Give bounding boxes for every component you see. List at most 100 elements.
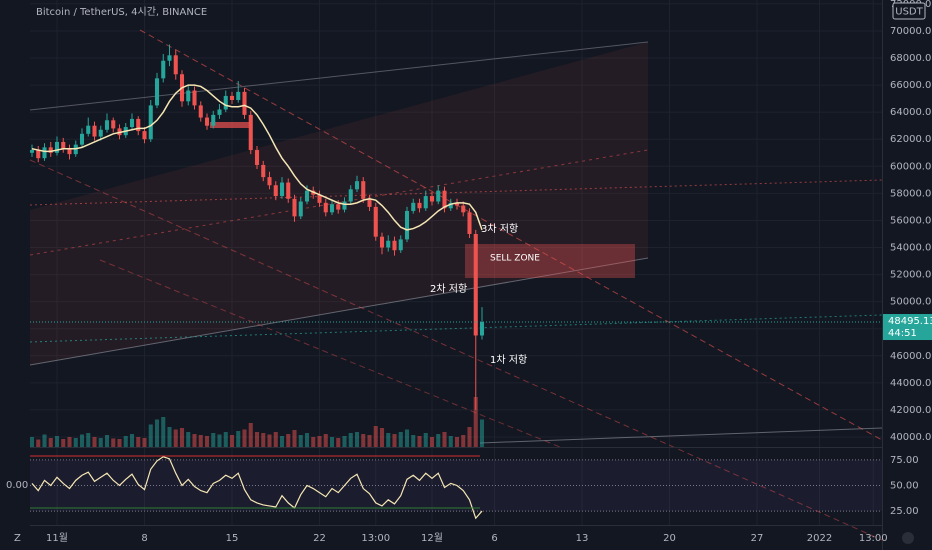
- candle-body: [167, 55, 172, 61]
- x-tick-label: 8: [141, 533, 147, 544]
- volume-bar: [192, 434, 197, 447]
- volume-bar: [79, 434, 85, 447]
- candle-body: [129, 118, 135, 128]
- volume-bar: [48, 438, 53, 447]
- volume-bar: [317, 436, 322, 447]
- volume-bar: [342, 436, 347, 447]
- candle-body: [336, 204, 341, 210]
- trend-line: [479, 427, 883, 444]
- volume-bar: [392, 434, 397, 447]
- x-tick-label: 20: [663, 533, 676, 544]
- candle-body: [98, 129, 103, 137]
- volume-bar: [373, 426, 378, 447]
- annotation: 2차 저항: [430, 283, 467, 295]
- annotation: 1차 저항: [490, 354, 527, 366]
- volume-bar: [336, 438, 341, 447]
- y-tick-label: 62000.00: [890, 134, 932, 145]
- candle-body: [236, 91, 241, 100]
- volume-bar: [454, 437, 460, 447]
- candle-body: [411, 202, 416, 211]
- candle-body: [417, 202, 422, 209]
- volume-bar: [92, 437, 97, 447]
- candle-body: [292, 198, 297, 217]
- candle-body: [204, 117, 210, 126]
- trend-line: [29, 179, 883, 206]
- volume-bar: [179, 428, 185, 447]
- rsi-tick-label: 75.00: [890, 455, 919, 466]
- currency-box[interactable]: [892, 2, 926, 20]
- channel-line: [29, 257, 649, 366]
- candle-body: [423, 196, 428, 209]
- candle-body: [329, 204, 335, 213]
- volume-bar: [229, 435, 235, 447]
- candle-body: [254, 150, 260, 165]
- volume-bar: [311, 437, 316, 447]
- y-tick-label: 58000.00: [890, 188, 932, 199]
- y-tick-label: 44000.00: [890, 378, 932, 389]
- volume-bar: [292, 430, 297, 447]
- volume-bar: [173, 429, 178, 447]
- candle-body: [392, 240, 397, 251]
- countdown-label: 44:51: [888, 328, 917, 339]
- candle-body: [448, 202, 453, 209]
- volume-bar: [473, 397, 478, 447]
- volume-bar: [386, 433, 391, 447]
- candle-body: [373, 206, 378, 237]
- candle-body: [467, 212, 472, 234]
- annotation: SELL ZONE: [490, 254, 540, 264]
- volume-bar: [379, 428, 385, 447]
- candle-body: [154, 78, 160, 106]
- volume-bar: [404, 429, 410, 447]
- volume-bar: [236, 431, 241, 447]
- x-tick-label: 13:00: [361, 533, 390, 544]
- candle-body: [42, 147, 47, 159]
- y-tick-label: 54000.00: [890, 243, 932, 254]
- volume-bar: [254, 432, 260, 447]
- candle-body: [367, 198, 372, 207]
- volume-bar: [261, 433, 266, 447]
- axes: 40000.0042000.0044000.0046000.0048000.00…: [46, 0, 932, 544]
- volume-bar: [217, 434, 222, 447]
- candle-body: [229, 95, 235, 100]
- volume-bar: [304, 433, 310, 447]
- volume-bar: [417, 436, 422, 447]
- volume-bar: [61, 439, 66, 447]
- candle-body: [217, 109, 222, 115]
- candle-body: [454, 202, 460, 206]
- volume-bar: [204, 436, 210, 447]
- x-tick-label: 12월: [421, 532, 443, 544]
- volume-bar: [436, 434, 441, 447]
- volume-bar: [467, 427, 472, 447]
- volume-bar: [354, 432, 360, 447]
- candle-body: [304, 190, 310, 202]
- volume-bar: [448, 436, 453, 447]
- x-tick-label: 15: [226, 533, 239, 544]
- candle-body: [86, 125, 91, 134]
- candle-body: [36, 150, 41, 159]
- trend-line: [29, 314, 883, 343]
- candle-body: [223, 95, 228, 110]
- toolbar-icon[interactable]: Z: [14, 533, 21, 544]
- volume-bar: [329, 437, 335, 447]
- volume-bar: [117, 439, 122, 447]
- volume-bar: [242, 429, 247, 447]
- volume-bar: [142, 438, 147, 447]
- volume-bar: [67, 437, 72, 447]
- candle-body: [436, 190, 441, 202]
- candle-body: [261, 164, 266, 178]
- volume-bar: [167, 427, 172, 447]
- volume-bar: [129, 434, 135, 447]
- candle-body: [386, 240, 391, 248]
- candle-body: [192, 90, 197, 106]
- y-tick-label: 70000.00: [890, 26, 932, 37]
- y-tick-label: 64000.00: [890, 107, 932, 118]
- y-tick-label: 68000.00: [890, 53, 932, 64]
- settings-icon[interactable]: [902, 532, 914, 544]
- x-tick-label: 13:00: [859, 533, 888, 544]
- volume-bar: [423, 433, 428, 447]
- trend-line: [139, 29, 883, 441]
- candle-body: [48, 147, 53, 153]
- y-tick-label: 60000.00: [890, 161, 932, 172]
- y-tick-label: 66000.00: [890, 80, 932, 91]
- candle-body: [104, 120, 110, 130]
